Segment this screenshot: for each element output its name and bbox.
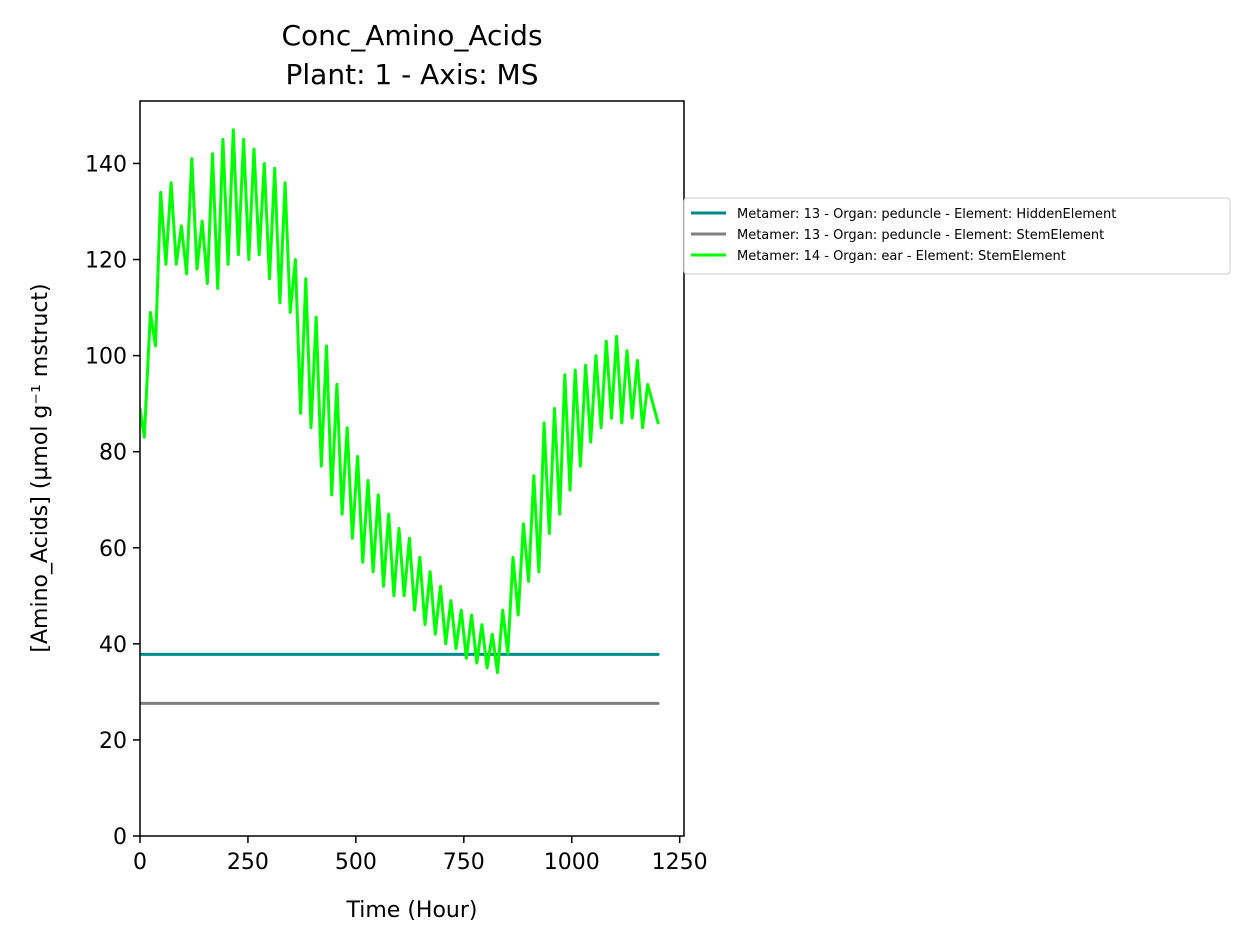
y-tick-label: 100 [85,345,127,370]
series-line-3 [140,128,660,675]
legend-entries: Metamer: 13 - Organ: peduncle - Element:… [691,207,1116,264]
chart-subtitle: Plant: 1 - Axis: MS [286,58,539,91]
y-tick-label: 120 [85,249,127,274]
x-axis: 0 250 500 750 1000 1250 [133,836,708,875]
x-tick-label: 0 [133,850,147,875]
y-axis-label: [Amino_Acids] (µmol g⁻¹ mstruct) [28,283,53,652]
legend-label-2: Metamer: 13 - Organ: peduncle - Element:… [737,228,1104,243]
y-tick-label: 0 [113,825,127,850]
legend-label-3: Metamer: 14 - Organ: ear - Element: Stem… [737,249,1066,264]
series-layer [140,128,660,705]
legend-box [683,197,1231,275]
x-tick-label: 750 [443,850,485,875]
y-tick-label: 80 [99,441,127,466]
chart-title: Conc_Amino_Acids [281,19,542,52]
x-tick-label: 1250 [652,850,708,875]
x-tick-label: 500 [335,850,377,875]
legend: Metamer: 13 - Organ: peduncle - Element:… [683,197,1231,275]
y-axis: 0 20 40 60 80 100 120 140 [85,152,140,850]
y-tick-label: 140 [85,152,127,177]
y-tick-label: 60 [99,537,127,562]
legend-label-1: Metamer: 13 - Organ: peduncle - Element:… [737,207,1116,222]
x-tick-label: 1000 [544,850,600,875]
plot-area [139,100,685,837]
x-axis-label: Time (Hour) [346,898,478,923]
plot-frame [139,100,685,837]
y-tick-label: 40 [99,633,127,658]
x-tick-label: 250 [227,850,269,875]
y-tick-label: 20 [99,729,127,754]
